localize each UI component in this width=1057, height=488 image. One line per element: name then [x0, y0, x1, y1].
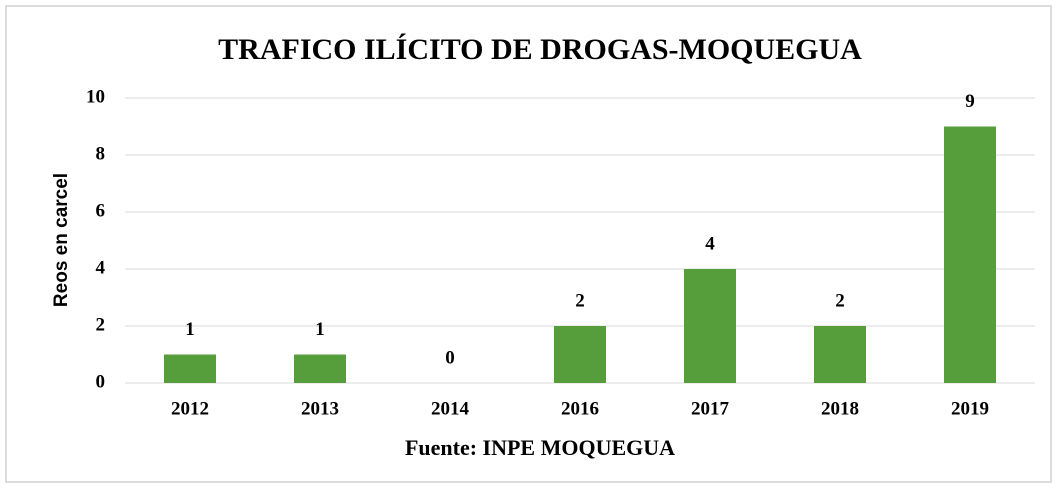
bar	[684, 269, 736, 383]
bar	[294, 354, 346, 383]
data-label: 9	[965, 91, 975, 112]
y-axis-label: Reos en carcel	[51, 173, 72, 307]
y-tick-label: 8	[96, 143, 106, 164]
data-label: 2	[835, 290, 845, 311]
x-tick-label: 2016	[561, 398, 599, 419]
y-tick-label: 4	[96, 257, 106, 278]
x-tick-label: 2018	[821, 398, 859, 419]
x-tick-label: 2017	[691, 398, 730, 419]
x-tick-label: 2014	[431, 398, 470, 419]
data-label: 4	[705, 233, 715, 254]
bar	[814, 326, 866, 383]
bar	[944, 126, 996, 383]
bar	[554, 326, 606, 383]
x-tick-label: 2012	[171, 398, 209, 419]
data-label: 0	[445, 347, 455, 368]
x-axis-label: Fuente: INPE MOQUEGUA	[405, 435, 675, 460]
data-label: 1	[315, 319, 325, 340]
data-label: 1	[185, 319, 195, 340]
chart-border	[5, 5, 1052, 483]
chart-title: TRAFICO ILÍCITO DE DROGAS-MOQUEGUA	[218, 33, 862, 66]
data-label: 2	[575, 290, 585, 311]
y-tick-label: 0	[96, 371, 106, 392]
y-tick-label: 6	[96, 200, 106, 221]
x-tick-label: 2019	[951, 398, 989, 419]
y-tick-label: 10	[86, 86, 105, 107]
x-tick-label: 2013	[301, 398, 339, 419]
bar	[164, 354, 216, 383]
y-tick-label: 2	[96, 314, 106, 335]
